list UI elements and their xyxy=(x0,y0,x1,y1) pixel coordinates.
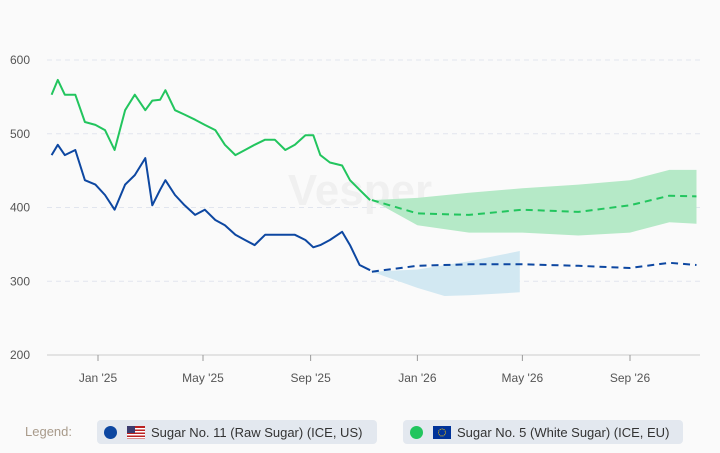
forecast-line-0 xyxy=(371,261,697,273)
legend: Legend: Sugar No. 11 (Raw Sugar) (ICE, U… xyxy=(0,420,720,444)
history-line-0 xyxy=(50,143,371,272)
x-tick-label: Jan '26 xyxy=(398,371,437,385)
x-tick-label: May '25 xyxy=(182,371,224,385)
y-tick-label: 400 xyxy=(10,201,30,215)
x-tick-label: Sep '26 xyxy=(610,371,651,385)
legend-item-label: Sugar No. 11 (Raw Sugar) (ICE, US) xyxy=(151,424,363,440)
y-tick-label: 600 xyxy=(10,53,30,67)
series-dot-icon xyxy=(410,425,423,439)
legend-item-raw-sugar[interactable]: Sugar No. 11 (Raw Sugar) (ICE, US) xyxy=(97,420,377,444)
forecast-band-1 xyxy=(371,169,697,236)
us-flag-icon xyxy=(127,425,145,439)
y-tick-label: 200 xyxy=(10,348,30,362)
x-tick-label: Jan '25 xyxy=(79,371,118,385)
forecast-line-1 xyxy=(371,194,697,216)
x-tick-label: Sep '25 xyxy=(290,371,331,385)
legend-item-label: Sugar No. 5 (White Sugar) (ICE, EU) xyxy=(457,424,670,440)
series-dot-icon xyxy=(104,425,117,439)
legend-label: Legend: xyxy=(25,424,72,439)
y-tick-label: 500 xyxy=(10,127,30,141)
forecast-band-0 xyxy=(371,251,520,296)
legend-item-white-sugar[interactable]: Sugar No. 5 (White Sugar) (ICE, EU) xyxy=(403,420,683,444)
history-line-1 xyxy=(50,78,371,201)
y-tick-label: 300 xyxy=(10,274,30,288)
eu-flag-icon xyxy=(433,425,451,439)
x-tick-label: May '26 xyxy=(502,371,544,385)
